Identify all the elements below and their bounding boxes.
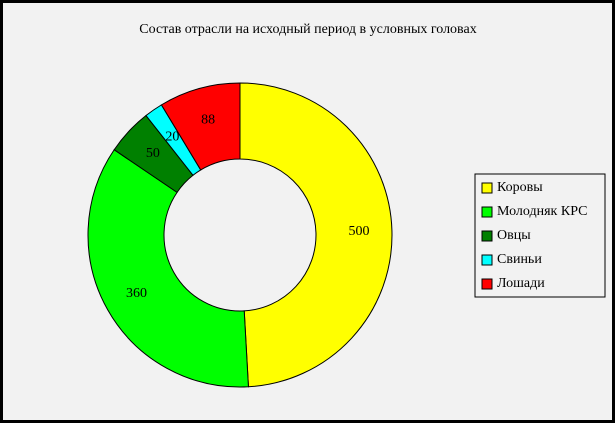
legend-label: Свиньи [497,252,542,267]
legend-label: Лошади [497,276,545,291]
data-label: 360 [126,286,147,301]
legend-swatch [481,206,493,218]
data-label: 20 [165,129,179,144]
doughnut-segment [87,149,249,388]
chart-title: Состав отрасли на исходный период в усло… [139,22,476,37]
legend-label: Коровы [497,180,543,195]
legend-label: Молодняк КРС [497,204,588,219]
legend-swatch [481,230,493,242]
doughnut-segment [160,82,241,171]
data-label: 500 [348,224,369,239]
doughnut-segment [239,82,393,388]
legend-swatch [481,182,493,194]
data-label: 50 [146,146,160,161]
legend-swatch [481,254,493,266]
legend-swatch [481,278,493,290]
data-label: 88 [201,113,215,128]
legend-box [474,173,606,298]
legend-label: Овцы [497,228,531,243]
